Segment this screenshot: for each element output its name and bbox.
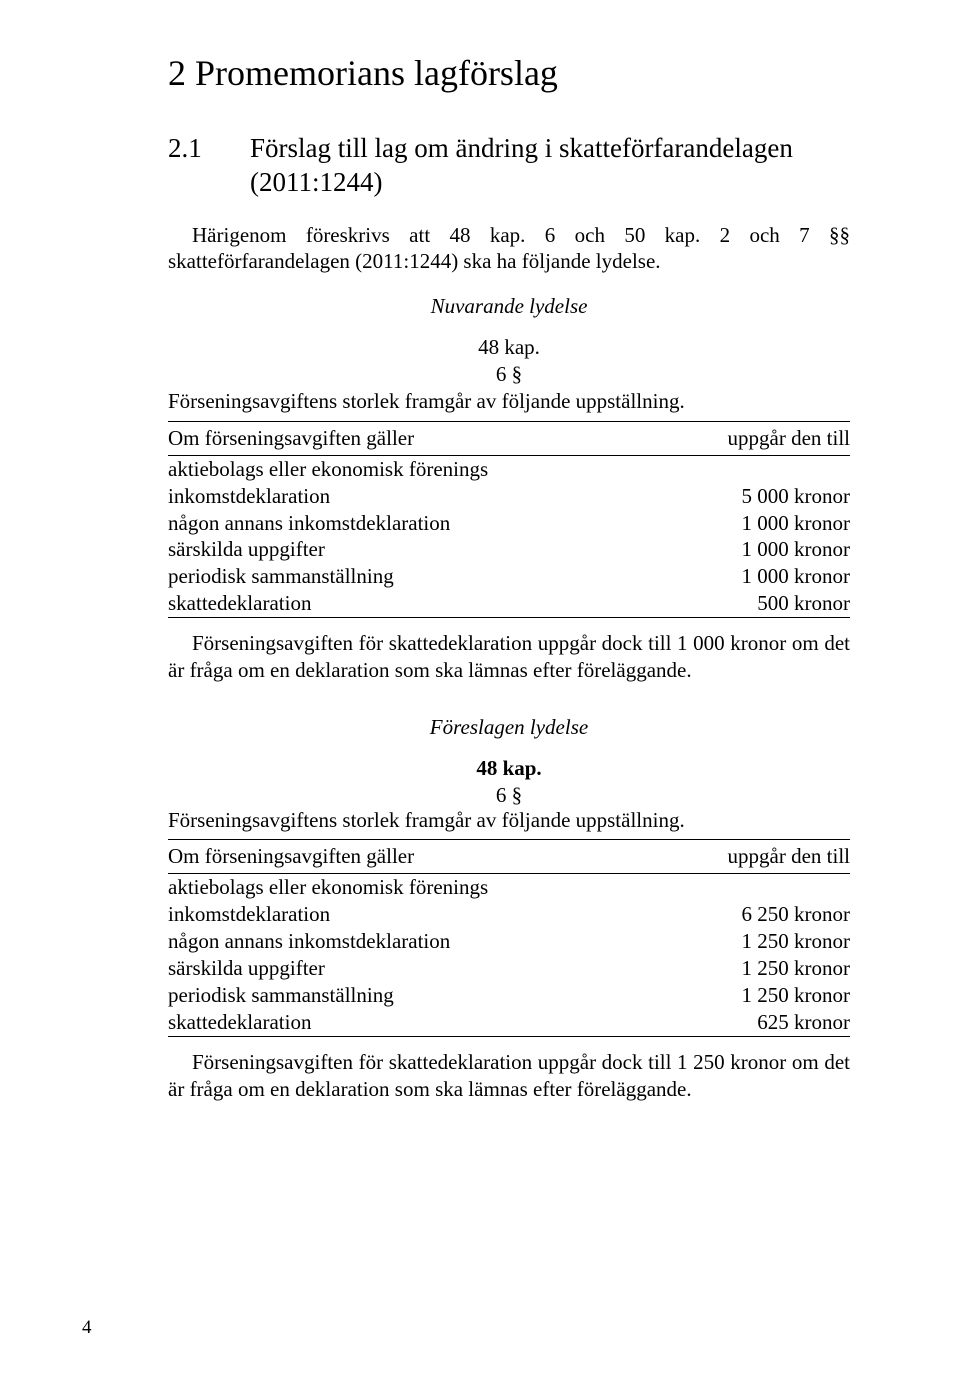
page-number: 4 xyxy=(82,1317,92,1339)
table-cell: 1 250 kronor xyxy=(632,955,850,982)
table-cell: 1 250 kronor xyxy=(632,928,850,955)
table-cell: 500 kronor xyxy=(632,590,850,617)
table-cell: 1 000 kronor xyxy=(632,510,850,537)
current-kap: 48 kap. 6 § xyxy=(168,334,850,388)
table-cell: 1 000 kronor xyxy=(632,536,850,563)
table-row: periodisk sammanställning 1 000 kronor xyxy=(168,563,850,590)
proposed-para-no: 6 § xyxy=(496,783,522,807)
table-header-row: Om förseningsavgiften gäller uppgår den … xyxy=(168,421,850,455)
table-cell: någon annans inkomstdeklaration xyxy=(168,928,632,955)
table-cell: aktiebolags eller ekonomisk förenings in… xyxy=(168,874,632,928)
table-cell: aktiebolags eller ekonomisk förenings in… xyxy=(168,455,632,509)
table-cell: 625 kronor xyxy=(632,1009,850,1036)
table-cell: periodisk sammanställning xyxy=(168,982,632,1009)
document-page: 2 Promemorians lagförslag 2.1 Förslag ti… xyxy=(0,0,960,1375)
row-value: 6 250 kronor xyxy=(742,902,851,926)
proposed-section: Föreslagen lydelse 48 kap. 6 § Försening… xyxy=(168,714,850,1103)
table-cell: särskilda uppgifter xyxy=(168,955,632,982)
table-row: periodisk sammanställning 1 250 kronor xyxy=(168,982,850,1009)
table-row: någon annans inkomstdeklaration 1 000 kr… xyxy=(168,510,850,537)
table-head-right: uppgår den till xyxy=(632,421,850,455)
current-lead: Förseningsavgiftens storlek framgår av f… xyxy=(168,388,850,415)
table-head-right: uppgår den till xyxy=(632,840,850,874)
table-cell: 5 000 kronor xyxy=(632,455,850,509)
current-heading: Nuvarande lydelse xyxy=(168,293,850,320)
table-head-left: Om förseningsavgiften gäller xyxy=(168,840,632,874)
proposed-note: Förseningsavgiften för skattedeklaration… xyxy=(168,1049,850,1103)
intro-paragraph: Härigenom föreskrivs att 48 kap. 6 och 5… xyxy=(168,222,850,276)
table-row: skattedeklaration 625 kronor xyxy=(168,1009,850,1036)
table-cell: någon annans inkomstdeklaration xyxy=(168,510,632,537)
heading-1: 2 Promemorians lagförslag xyxy=(168,52,850,94)
row-label: aktiebolags eller ekonomisk förenings in… xyxy=(168,457,488,508)
table-header-row: Om förseningsavgiften gäller uppgår den … xyxy=(168,840,850,874)
current-para-no: 6 § xyxy=(496,362,522,386)
current-kap-label: 48 kap. xyxy=(478,335,540,359)
proposed-lead: Förseningsavgiftens storlek framgår av f… xyxy=(168,808,850,833)
table-cell: 1 000 kronor xyxy=(632,563,850,590)
table-cell: särskilda uppgifter xyxy=(168,536,632,563)
current-table: Om förseningsavgiften gäller uppgår den … xyxy=(168,421,850,618)
table-cell: periodisk sammanställning xyxy=(168,563,632,590)
row-value: 5 000 kronor xyxy=(742,484,851,508)
table-cell: skattedeklaration xyxy=(168,590,632,617)
proposed-kap: 48 kap. 6 § xyxy=(168,755,850,809)
heading-2-title: Förslag till lag om ändring i skatteförf… xyxy=(250,132,850,200)
proposed-table: Om förseningsavgiften gäller uppgår den … xyxy=(168,839,850,1036)
table-row: särskilda uppgifter 1 000 kronor xyxy=(168,536,850,563)
table-row: aktiebolags eller ekonomisk förenings in… xyxy=(168,455,850,509)
table-row: någon annans inkomstdeklaration 1 250 kr… xyxy=(168,928,850,955)
heading-2: 2.1 Förslag till lag om ändring i skatte… xyxy=(168,132,850,200)
proposed-kap-label: 48 kap. xyxy=(476,756,541,780)
current-note: Förseningsavgiften för skattedeklaration… xyxy=(168,630,850,684)
table-row: aktiebolags eller ekonomisk förenings in… xyxy=(168,874,850,928)
proposed-heading: Föreslagen lydelse xyxy=(168,714,850,741)
table-row: särskilda uppgifter 1 250 kronor xyxy=(168,955,850,982)
table-cell: 6 250 kronor xyxy=(632,874,850,928)
table-cell: skattedeklaration xyxy=(168,1009,632,1036)
heading-2-number: 2.1 xyxy=(168,132,250,200)
table-row: skattedeklaration 500 kronor xyxy=(168,590,850,617)
row-label: aktiebolags eller ekonomisk förenings in… xyxy=(168,875,488,926)
table-head-left: Om förseningsavgiften gäller xyxy=(168,421,632,455)
table-cell: 1 250 kronor xyxy=(632,982,850,1009)
